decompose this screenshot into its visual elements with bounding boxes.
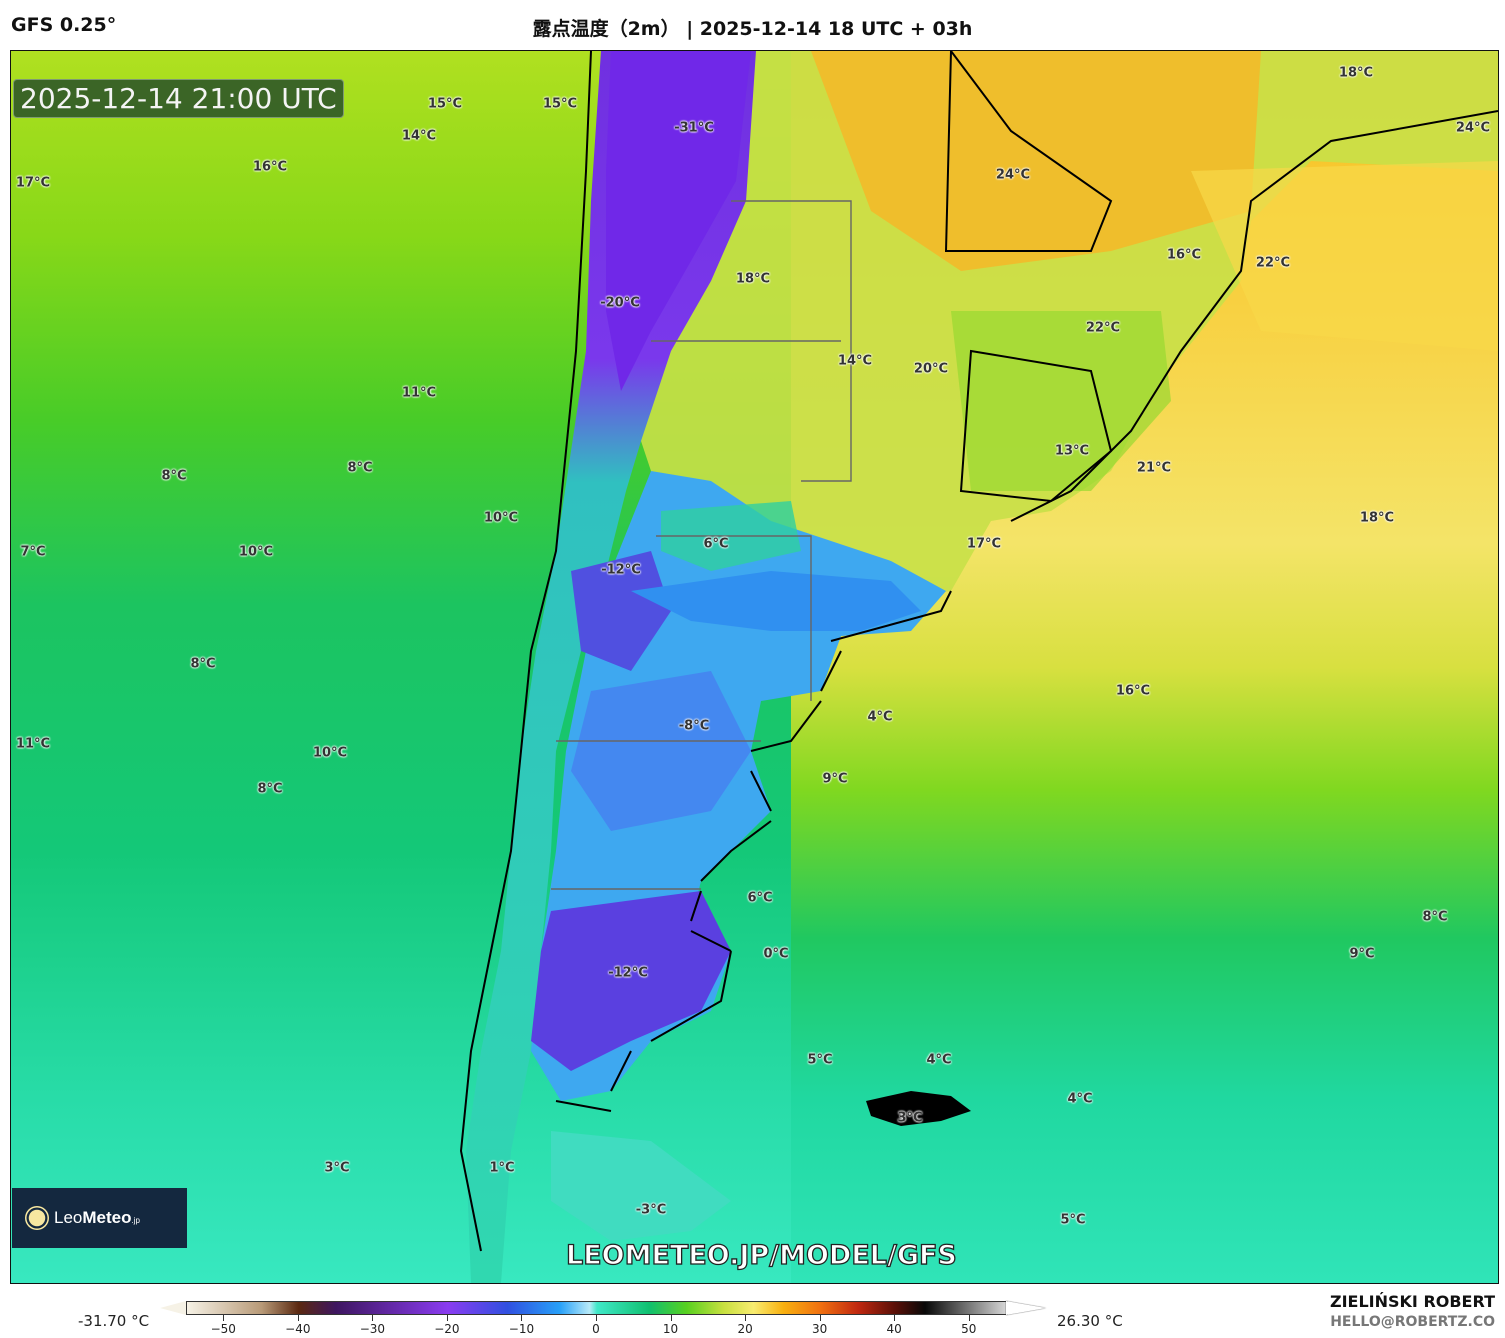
- temperature-label: 11°C: [15, 736, 51, 752]
- temperature-label: 8°C: [1422, 909, 1448, 925]
- temperature-label: 15°C: [427, 96, 463, 112]
- temperature-label: 14°C: [401, 128, 437, 144]
- temperature-label: 16°C: [1115, 683, 1151, 699]
- colorbar-tick: [596, 1315, 597, 1321]
- temperature-label: 5°C: [807, 1052, 833, 1068]
- temperature-label: -3°C: [635, 1202, 667, 1218]
- temperature-label: 8°C: [257, 781, 283, 797]
- temperature-label: 17°C: [15, 175, 51, 191]
- colorbar-tick: [745, 1315, 747, 1321]
- temperature-label: 20°C: [913, 361, 949, 377]
- temperature-label: 7°C: [20, 544, 46, 560]
- temperature-label: 1°C: [489, 1160, 515, 1176]
- temperature-label: 22°C: [1085, 320, 1121, 336]
- colorbar-tick-label: 40: [886, 1322, 902, 1336]
- logo-text: LeoMeteo.jp: [54, 1208, 140, 1227]
- temperature-label: 8°C: [347, 460, 373, 476]
- source-watermark: LEOMETEO.JP/MODEL/GFS: [565, 1239, 957, 1271]
- temperature-label: -31°C: [674, 120, 714, 136]
- colorbar-tick-label: −20: [434, 1322, 460, 1336]
- temperature-label: 8°C: [161, 468, 187, 484]
- colorbar-tick-label: 10: [662, 1322, 679, 1336]
- temperature-label: 6°C: [703, 536, 729, 552]
- colorbar-tick-label: 50: [961, 1322, 977, 1336]
- colorbar-tick: [297, 1315, 299, 1321]
- temperature-label: 10°C: [312, 745, 348, 761]
- colorbar-min-label: -31.70 °C: [78, 1312, 150, 1330]
- colorbar-tick-label: 30: [811, 1322, 828, 1336]
- temperature-label: 14°C: [837, 353, 873, 369]
- colorbar-tick-label: −50: [210, 1322, 236, 1336]
- temperature-label: 4°C: [1067, 1091, 1093, 1107]
- valid-time-badge: 2025-12-14 21:00 UTC: [13, 79, 344, 118]
- temperature-label: 8°C: [190, 656, 216, 672]
- colorbar-tick: [819, 1315, 821, 1321]
- colorbar-tick: [446, 1315, 448, 1321]
- temperature-label: 4°C: [867, 709, 893, 725]
- temperature-label: 18°C: [1359, 510, 1395, 526]
- temperature-label: 24°C: [1455, 120, 1491, 136]
- temperature-label: 3°C: [897, 1110, 923, 1126]
- temperature-label: 21°C: [1136, 460, 1172, 476]
- colorbar-tick-label: −30: [359, 1322, 386, 1336]
- dewpoint-map[interactable]: 2025-12-14 21:00 UTC 15°C 15°C 14°C 16°C 17°…: [10, 50, 1499, 1284]
- temperature-label: 15°C: [542, 96, 578, 112]
- temperature-label: 5°C: [1060, 1212, 1086, 1228]
- temperature-label: 18°C: [1338, 65, 1374, 81]
- author-name: ZIELIŃSKI ROBERT: [1329, 1292, 1495, 1311]
- temperature-label: 24°C: [995, 167, 1031, 183]
- colorbar-tick: [968, 1315, 970, 1321]
- temperature-label: 4°C: [926, 1052, 952, 1068]
- sun-icon: [28, 1209, 46, 1227]
- temperature-label: -8°C: [678, 718, 710, 734]
- colorbar-tick: [521, 1315, 523, 1321]
- temperature-label: 16°C: [1166, 247, 1202, 263]
- colorbar-min-extension: [160, 1301, 186, 1315]
- temperature-label: -12°C: [601, 562, 641, 578]
- temperature-label: 17°C: [966, 536, 1002, 552]
- colorbar-max-extension: [1006, 1301, 1046, 1315]
- colorbar-tick-label: −10: [508, 1322, 535, 1336]
- temperature-label: 10°C: [483, 510, 519, 526]
- temperature-label: 13°C: [1054, 443, 1090, 459]
- colorbar-tick-label: −40: [285, 1322, 311, 1336]
- temperature-label: 9°C: [822, 771, 848, 787]
- temperature-label: 11°C: [401, 385, 437, 401]
- chart-title: 露点温度（2m） | 2025-12-14 18 UTC + 03h: [532, 18, 973, 40]
- temperature-label: 22°C: [1255, 255, 1291, 271]
- author-email[interactable]: HELLO@ROBERTZ.CO: [1330, 1314, 1495, 1330]
- temperature-label: 18°C: [735, 271, 771, 287]
- colorbar-tick: [223, 1315, 225, 1321]
- temperature-label: 9°C: [1349, 946, 1375, 962]
- model-name: GFS 0.25°: [11, 14, 117, 36]
- colorbar-tick-label: 0: [592, 1322, 600, 1336]
- colorbar-max-label: 26.30 °C: [1057, 1312, 1123, 1330]
- temperature-label: 6°C: [747, 890, 773, 906]
- temperature-label: -20°C: [600, 295, 640, 311]
- temperature-label: 10°C: [238, 544, 274, 560]
- colorbar-tick: [670, 1315, 672, 1321]
- temperature-label: 16°C: [252, 159, 288, 175]
- map-field: [11, 51, 1498, 1283]
- colorbar: −50 −40 −30 −20 −10 0 10 20 30 40 50: [160, 1300, 1050, 1338]
- temperature-label: 0°C: [763, 946, 789, 962]
- temperature-label: -12°C: [608, 965, 648, 981]
- leometeo-logo[interactable]: LeoMeteo.jp: [12, 1188, 187, 1248]
- colorbar-tick: [894, 1315, 896, 1321]
- colorbar-tick-label: 20: [737, 1322, 753, 1336]
- colorbar-tick: [372, 1315, 374, 1321]
- colorbar-gradient: [186, 1301, 1008, 1315]
- temperature-label: 3°C: [324, 1160, 350, 1176]
